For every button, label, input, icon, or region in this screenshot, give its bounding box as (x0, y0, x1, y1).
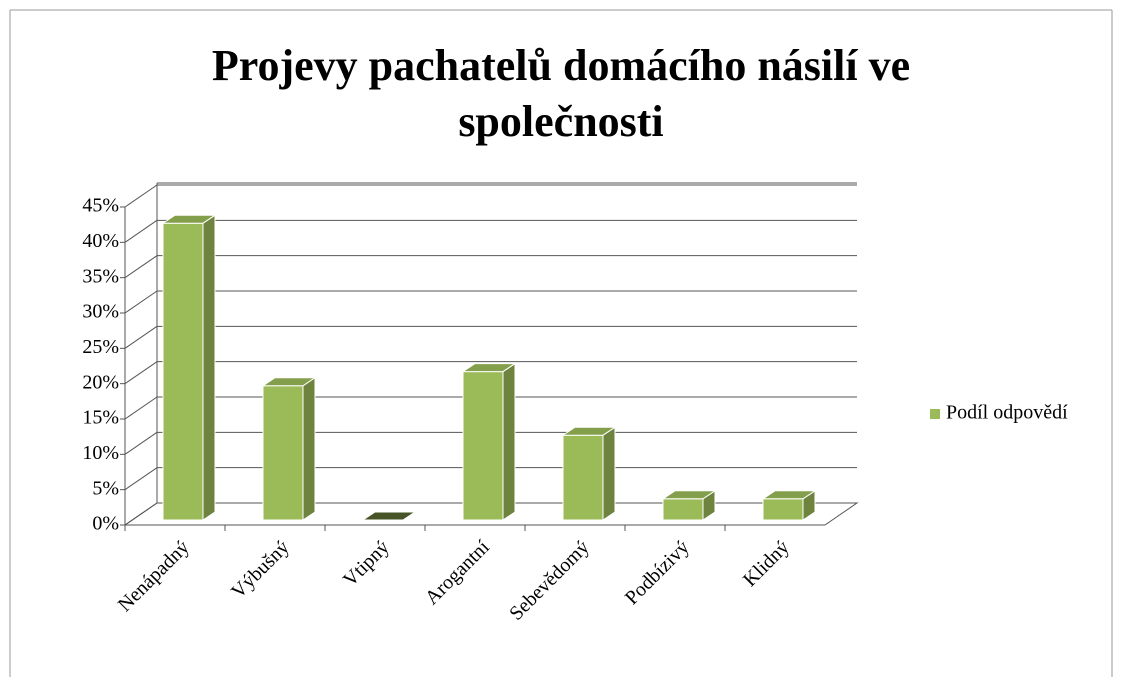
y-tick-label: 10% (82, 442, 119, 464)
bar-top (661, 490, 717, 500)
y-tick-label: 30% (82, 301, 119, 323)
bar (461, 362, 517, 521)
bar (761, 489, 817, 521)
x-tick-label: Vtipný (339, 536, 394, 591)
bar-top (761, 490, 817, 500)
grid-line-side (124, 502, 158, 526)
bar-top (461, 363, 517, 373)
grid-line-side (124, 467, 158, 491)
bar-front (162, 222, 204, 521)
y-tick-label: 35% (82, 265, 119, 287)
x-tick-label: Klidný (739, 536, 794, 591)
grid-line-side (124, 396, 158, 420)
bar-top (561, 426, 617, 436)
grid-line-side (124, 219, 158, 243)
grid-line-side (124, 361, 158, 385)
grid-line-side (124, 325, 158, 349)
bar-side (202, 214, 216, 521)
y-tick-label: 40% (82, 230, 119, 252)
bar-front (562, 434, 604, 521)
y-tick-label: 25% (82, 336, 119, 358)
y-tick-label: 45% (82, 195, 119, 217)
bar-front (262, 385, 304, 521)
legend-swatch (930, 409, 940, 419)
bar (561, 426, 617, 521)
x-tick-label: Arogantní (421, 536, 494, 609)
chart-title: Projevy pachatelů domácího násilí ve spo… (211, 41, 911, 146)
bar-front (662, 498, 704, 521)
bar-front (762, 498, 804, 521)
y-tick-label: 20% (82, 371, 119, 393)
bar (661, 489, 717, 521)
bar-top (161, 214, 217, 224)
bar (161, 214, 217, 521)
bar (261, 376, 317, 521)
y-tick-label: 5% (92, 477, 119, 499)
bar (361, 511, 417, 521)
grid-line-side (124, 290, 158, 314)
bar-front (462, 371, 504, 521)
grid-line-side (124, 431, 158, 455)
bar-top (261, 377, 317, 387)
grid-line-side (124, 184, 158, 208)
bar-side (302, 376, 316, 521)
x-tick-label: Nenápadný (114, 536, 194, 616)
x-tick-label: Podbízivý (621, 536, 694, 609)
bar-side (502, 362, 516, 521)
x-tick-label: Sebevědomý (505, 536, 594, 625)
grid-line-side (124, 255, 158, 279)
y-tick-label: 0% (92, 513, 119, 535)
bar-side (602, 426, 616, 521)
y-tick-label: 15% (82, 407, 119, 429)
bar-top (361, 511, 417, 521)
x-tick-label: Výbušný (227, 536, 294, 603)
legend-label: Podíl odpovědí (946, 402, 1068, 424)
